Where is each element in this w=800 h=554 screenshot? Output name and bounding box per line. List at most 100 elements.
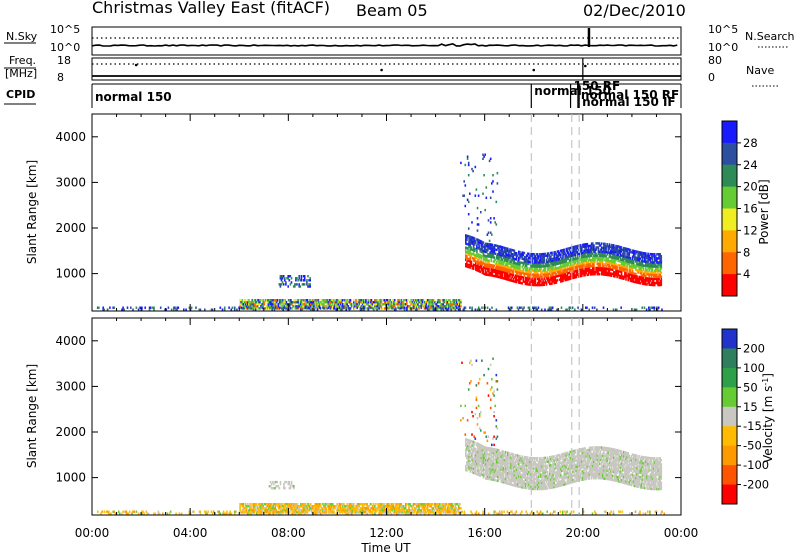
echo-cell-2448 — [588, 257, 591, 260]
echo-cell-1007 — [511, 510, 513, 513]
echo-cell-22 — [244, 503, 247, 506]
echo-cell-1047 — [468, 266, 470, 269]
echo-cell-32 — [248, 505, 250, 508]
echo-cell-2494 — [593, 273, 595, 276]
echo-cell-826 — [131, 512, 133, 515]
echo-cell-1677 — [522, 253, 525, 257]
echo-cell-2970 — [634, 258, 636, 261]
echo-cell-2955 — [632, 272, 635, 275]
echo-cell-1241 — [479, 460, 481, 463]
echo-cell-1450 — [503, 277, 506, 280]
echo-cell-3352 — [462, 194, 464, 197]
echo-cell-2410 — [585, 251, 587, 254]
echo-cell-1199 — [476, 458, 478, 461]
echo-cell-1600 — [515, 272, 518, 276]
echo-cell-1355 — [488, 459, 490, 462]
echo-cell-189 — [292, 301, 294, 304]
echo-cell-1922 — [543, 252, 545, 256]
colorbar-tick-label-3: 16 — [743, 202, 758, 216]
echo-cell-756 — [446, 509, 449, 512]
echo-cell-2385 — [583, 245, 585, 248]
echo-cell-576 — [404, 303, 407, 306]
echo-cell-3009 — [637, 252, 639, 256]
echo-cell-1253 — [486, 244, 488, 248]
echo-cell-3011 — [638, 281, 640, 285]
echo-cell-3061 — [641, 257, 644, 261]
echo-cell-1682 — [523, 266, 526, 269]
echo-cell-1456 — [503, 265, 506, 268]
echo-cell-566 — [393, 507, 396, 510]
echo-cell-297 — [318, 505, 321, 508]
echo-cell-2347 — [581, 272, 583, 275]
echo-cell-501 — [382, 299, 385, 302]
echo-cell-2991 — [636, 275, 638, 278]
echo-cell-1391 — [491, 476, 494, 479]
echo-cell-891 — [400, 306, 403, 309]
echo-cell-1725 — [526, 260, 529, 263]
echo-cell-1367 — [489, 463, 491, 466]
echo-cell-1845 — [536, 255, 539, 258]
echo-cell-581 — [406, 299, 408, 302]
echo-cell-1747 — [529, 269, 531, 272]
echo-cell-863 — [210, 510, 213, 513]
echo-cell-1198 — [476, 460, 478, 464]
echo-cell-1160 — [472, 459, 475, 462]
echo-cell-1257 — [487, 267, 489, 270]
echo-cell-2812 — [620, 268, 623, 272]
echo-cell-188 — [290, 509, 292, 512]
echo-cell-588 — [409, 301, 411, 304]
echo-cell-20 — [244, 507, 247, 510]
echo-cell-2518 — [595, 268, 597, 272]
echo-cell-75 — [260, 507, 262, 510]
echo-cell-2811 — [620, 270, 623, 274]
echo-cell-894 — [403, 308, 406, 311]
echo-cell-2914 — [629, 277, 632, 280]
power-colorbar-label: Power [dB] — [757, 179, 771, 244]
echo-cell-2093 — [558, 260, 561, 263]
echo-cell-2066 — [556, 268, 559, 272]
echo-cell-2910 — [628, 252, 631, 255]
echo-cell-2886 — [626, 247, 628, 251]
echo-cell-970 — [551, 306, 554, 309]
echo-cell-2732 — [614, 273, 616, 276]
echo-cell-1117 — [468, 439, 470, 442]
echo-cell-645 — [425, 303, 428, 306]
echo-cell-1156 — [478, 268, 480, 271]
echo-cell-1338 — [493, 252, 496, 255]
echo-cell-193 — [294, 305, 297, 308]
echo-cell-2587 — [600, 242, 603, 245]
echo-cell-3389 — [485, 186, 488, 189]
echo-cell-737 — [441, 505, 443, 508]
echo-cell-99 — [266, 303, 269, 306]
echo-cell-2399 — [584, 245, 586, 248]
echo-cell-865 — [212, 510, 215, 513]
echo-cell-492 — [374, 507, 376, 510]
echo-cell-2142 — [563, 269, 565, 272]
echo-cell-1425 — [501, 272, 504, 276]
echo-cell-1671 — [522, 272, 525, 275]
echo-cell-519 — [388, 307, 390, 310]
echo-cell-2990 — [636, 277, 638, 280]
echo-cell-1085 — [470, 238, 473, 241]
echo-cell-160 — [282, 507, 284, 510]
echo-cell-1985 — [550, 276, 552, 279]
echo-cell-880 — [229, 510, 231, 513]
echo-cell-875 — [225, 512, 227, 515]
echo-cell-2408 — [585, 257, 587, 260]
echo-cell-898 — [412, 306, 415, 309]
echo-cell-714 — [435, 509, 438, 512]
echo-cell-169 — [285, 301, 288, 304]
echo-cell-2126 — [562, 273, 564, 276]
echo-cell-1968 — [547, 258, 550, 261]
echo-cell-890 — [397, 306, 399, 309]
echo-cell-434 — [357, 505, 359, 508]
echo-cell-943 — [379, 510, 382, 513]
echo-cell-2729 — [613, 246, 615, 249]
echo-cell-1715 — [526, 283, 529, 286]
echo-cell-2801 — [619, 258, 622, 261]
echo-cell-1477 — [504, 249, 507, 252]
echo-cell-1005 — [653, 308, 656, 311]
echo-cell-2208 — [568, 265, 571, 268]
echo-cell-977 — [453, 512, 456, 515]
echo-cell-2486 — [592, 260, 594, 264]
